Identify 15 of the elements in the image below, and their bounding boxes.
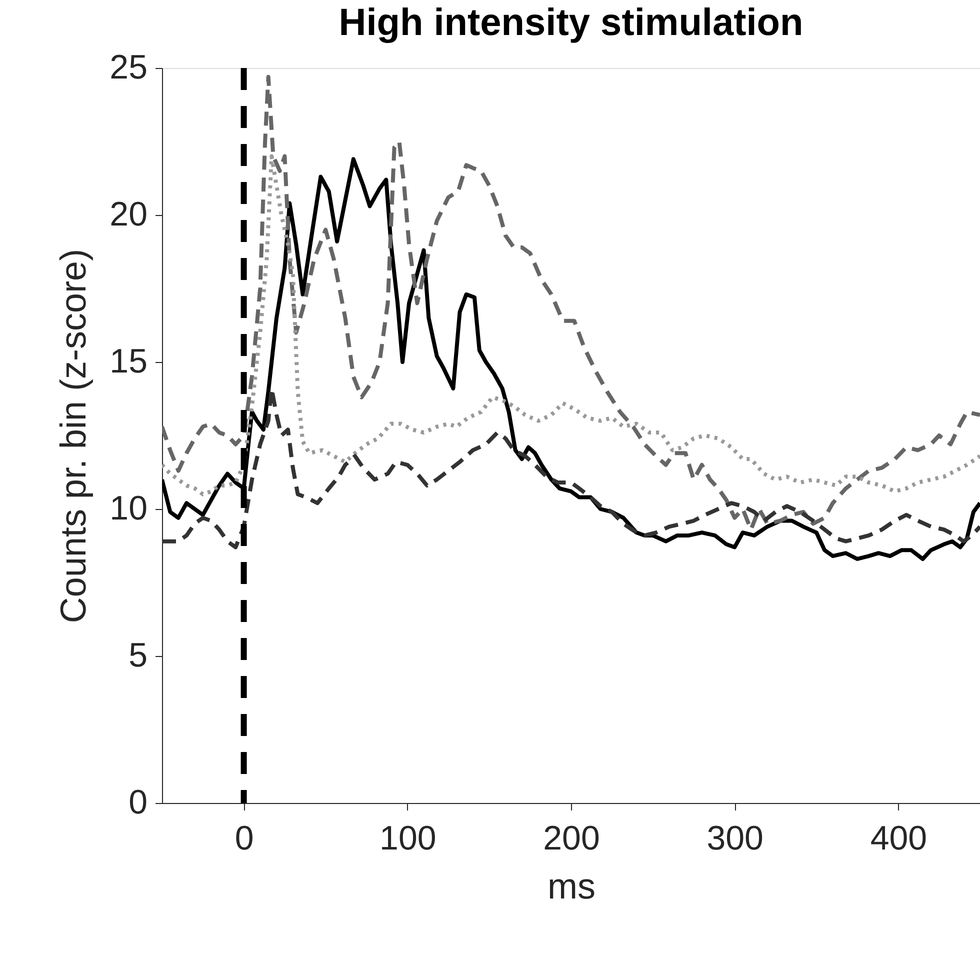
y-tick-label: 5 [128, 636, 148, 674]
y-tick-label: 25 [110, 48, 148, 86]
y-tick-label: 15 [110, 342, 148, 380]
x-tick-label: 100 [380, 820, 436, 858]
x-tick-label: 400 [870, 820, 928, 858]
x-tick-label: 300 [706, 820, 764, 858]
x-tick-label: 0 [234, 820, 254, 858]
y-tick-label: 0 [128, 784, 148, 822]
y-tick-label: 10 [110, 490, 148, 528]
line-series [162, 154, 980, 496]
x-axis-title: ms [548, 866, 596, 906]
x-tick-label: 200 [543, 820, 600, 858]
y-axis-title: Counts pr. bin (z-score) [52, 248, 94, 624]
chart-title: High intensity stimulation [338, 2, 804, 44]
y-tick-label: 20 [110, 196, 148, 234]
